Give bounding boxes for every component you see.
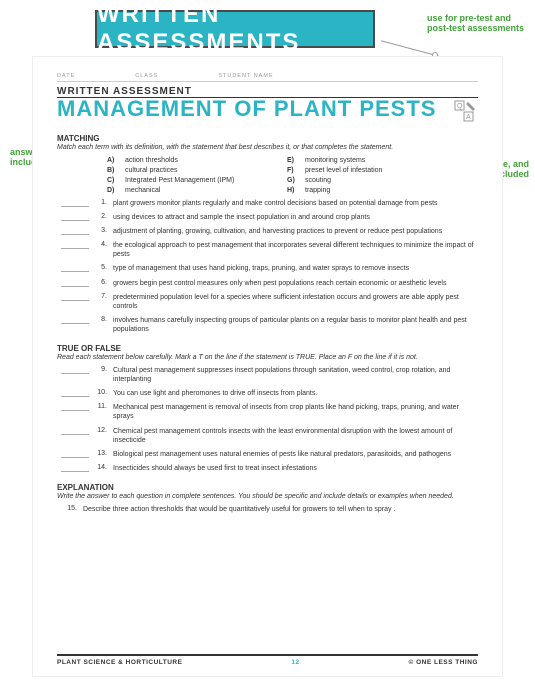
pointer-line <box>381 40 439 56</box>
page-footer: PLANT SCIENCE & HORTICULTURE 12 © ONE LE… <box>57 654 478 666</box>
question-row: 4.the ecological approach to pest manage… <box>61 241 478 259</box>
question-row: 5.type of management that uses hand pick… <box>61 264 478 273</box>
answer-blank[interactable] <box>61 227 89 235</box>
option-h: H)trapping <box>287 187 457 194</box>
worksheet-page: DATE CLASS STUDENT NAME WRITTEN ASSESSME… <box>32 56 503 677</box>
answer-blank[interactable] <box>61 279 89 287</box>
answer-blank[interactable] <box>61 450 89 458</box>
answer-blank[interactable] <box>61 241 89 249</box>
answer-blank[interactable] <box>61 199 89 207</box>
question-row: 13.Biological pest management uses natur… <box>61 450 478 459</box>
title-row: MANAGEMENT OF PLANT PESTS Q A <box>57 98 478 124</box>
meta-class: CLASS <box>135 73 158 79</box>
banner-text: WRITTEN ASSESSMENTS <box>97 1 373 57</box>
tf-questions: 9.Cultural pest management suppresses in… <box>57 366 478 473</box>
matching-sub: Match each term with its definition, wit… <box>57 144 478 151</box>
explanation-sub: Write the answer to each question in com… <box>57 493 478 500</box>
meta-student: STUDENT NAME <box>218 73 273 79</box>
question-row: 15. Describe three action thresholds tha… <box>61 505 478 514</box>
matching-options: A)action thresholds E)monitoring systems… <box>107 157 478 194</box>
answer-blank[interactable] <box>61 389 89 397</box>
footer-page: 12 <box>291 659 299 666</box>
svg-text:Q: Q <box>457 103 463 110</box>
option-g: G)scouting <box>287 177 457 184</box>
question-row: 3.adjustment of planting, growing, culti… <box>61 227 478 236</box>
svg-text:A: A <box>466 114 471 121</box>
question-row: 11.Mechanical pest management is removal… <box>61 403 478 421</box>
question-row: 9.Cultural pest management suppresses in… <box>61 366 478 384</box>
option-e: E)monitoring systems <box>287 157 457 164</box>
answer-blank[interactable] <box>61 403 89 411</box>
option-b: B)cultural practices <box>107 167 287 174</box>
answer-blank[interactable] <box>61 427 89 435</box>
question-row: 6.growers begin pest control measures on… <box>61 279 478 288</box>
option-f: F)preset level of infestation <box>287 167 457 174</box>
footer-right: © ONE LESS THING <box>408 659 478 666</box>
tf-head: TRUE OR FALSE <box>57 344 478 353</box>
matching-questions: 1.plant growers monitor plants regularly… <box>57 199 478 334</box>
annotation-top-right: use for pre-test and post-test assessmen… <box>427 14 527 34</box>
option-d: D)mechanical <box>107 187 287 194</box>
page-title: MANAGEMENT OF PLANT PESTS <box>57 98 436 120</box>
footer-left: PLANT SCIENCE & HORTICULTURE <box>57 659 182 666</box>
question-row: 8.involves humans carefully inspecting g… <box>61 316 478 334</box>
question-row: 14.Insecticides should always be used fi… <box>61 464 478 473</box>
header-banner: WRITTEN ASSESSMENTS <box>95 10 375 48</box>
meta-date: DATE <box>57 73 75 79</box>
explanation-head: EXPLANATION <box>57 483 478 492</box>
answer-blank[interactable] <box>61 293 89 301</box>
answer-blank[interactable] <box>61 213 89 221</box>
quiz-icon: Q A <box>454 100 478 124</box>
option-c: C)Integrated Pest Management (IPM) <box>107 177 287 184</box>
question-row: 10.You can use light and pheromones to d… <box>61 389 478 398</box>
answer-blank[interactable] <box>61 264 89 272</box>
answer-blank[interactable] <box>61 366 89 374</box>
question-row: 2.using devices to attract and sample th… <box>61 213 478 222</box>
tf-sub: Read each statement below carefully. Mar… <box>57 354 478 361</box>
meta-row: DATE CLASS STUDENT NAME <box>57 73 478 82</box>
question-row: 7.predetermined population level for a s… <box>61 293 478 311</box>
answer-blank[interactable] <box>61 464 89 472</box>
question-row: 12.Chemical pest management controls ins… <box>61 427 478 445</box>
answer-blank[interactable] <box>61 316 89 324</box>
matching-head: MATCHING <box>57 134 478 143</box>
option-a: A)action thresholds <box>107 157 287 164</box>
question-row: 1.plant growers monitor plants regularly… <box>61 199 478 208</box>
